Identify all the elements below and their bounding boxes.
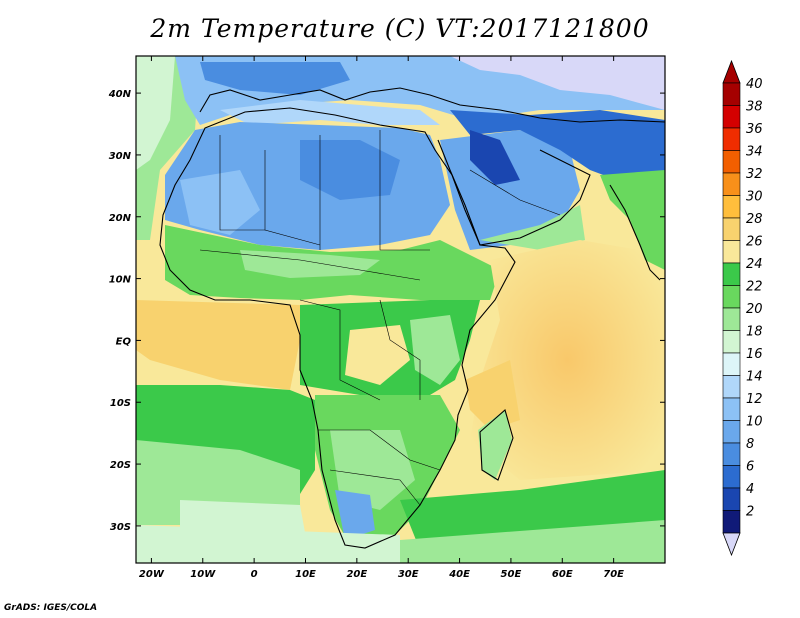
lat-tick-label: 10S: [110, 398, 131, 409]
lat-tick-label: 20S: [110, 460, 131, 471]
colorbar-swatch: [722, 307, 741, 331]
lon-tick-label: 10W: [190, 569, 216, 580]
sahel-light: [240, 250, 380, 278]
colorbar-swatch: [722, 465, 741, 489]
lat-tick-label: EQ: [116, 336, 132, 347]
india-coastline: [609, 184, 661, 281]
colorbar-label: 14: [746, 370, 763, 385]
colorbar-swatch: [722, 105, 741, 129]
colorbar-label: 16: [746, 347, 763, 362]
colorbar-swatch: [722, 172, 741, 196]
madagascar: [478, 410, 512, 480]
colorbar-swatch: [722, 375, 741, 399]
gulf-of-guinea: [136, 300, 300, 390]
colorbar-swatch: [722, 397, 741, 421]
colorbar-label: 26: [746, 235, 763, 250]
sahara-cold-core: [300, 140, 400, 200]
lat-tick-label: 40N: [108, 89, 132, 100]
eastern-europe-freezing: [450, 56, 665, 110]
madagascar-coastline: [479, 409, 514, 481]
lon-tick-label: 30E: [398, 569, 419, 580]
colorbar-swatch: [722, 420, 741, 444]
colorbar-swatch: [722, 510, 741, 534]
colorbar-label: 12: [746, 392, 763, 407]
lat-tick-label: 20N: [109, 213, 132, 224]
lon-tick-label: 20E: [346, 569, 367, 580]
colorbar-swatch: [722, 352, 741, 376]
map-title: 2m Temperature (C) VT:2017121800: [150, 14, 650, 43]
border-line: [219, 135, 265, 231]
colorbar-label: 20: [746, 302, 763, 317]
border-line: [264, 150, 321, 246]
iran-cold-spots: [470, 130, 520, 185]
colorbar-swatch: [722, 442, 741, 466]
border-line: [469, 169, 561, 216]
lon-tick-label: 70E: [603, 569, 624, 580]
north-atlantic-cool: [136, 56, 175, 170]
colorbar-label: 18: [746, 325, 763, 340]
border-line: [329, 469, 421, 506]
colorbar-label: 36: [746, 122, 763, 137]
colorbar-under-arrow: [722, 532, 741, 557]
lon-tick-label: 40E: [448, 569, 470, 580]
colorbar-label: 30: [746, 190, 763, 205]
iran-field: [450, 110, 665, 185]
southern-tip-cool: [136, 525, 400, 563]
lat-tick-label: 30N: [109, 151, 132, 162]
cape-cool: [335, 490, 375, 540]
europe-cold: [200, 62, 350, 95]
colorbar-label: 34: [746, 145, 763, 160]
colorbar-label: 40: [746, 77, 763, 92]
lat-tick-label: 10N: [109, 275, 132, 286]
colorbar-swatch: [722, 127, 741, 151]
plot-frame: [135, 55, 666, 564]
axis-ticks: 20W 10W 0 10E 20E 30E 40E 50E 60E 70E 40N 30N 20N 10N…: [108, 56, 665, 580]
colorbar-over-arrow: [722, 59, 741, 84]
colorbar-label: 8: [746, 437, 754, 452]
border-line: [379, 299, 421, 400]
border-line: [318, 429, 441, 471]
colorbar-swatch: [722, 262, 741, 286]
colorbar-label: 28: [746, 212, 763, 227]
kalahari-field: [330, 430, 415, 510]
colorbar-swatch: [722, 195, 741, 219]
colorbar-label: 32: [746, 167, 763, 182]
colorbar: 40 38 36 34 32 30 28 26 24 22 20 18 16 14 12 10 8 6 4 2: [722, 59, 763, 557]
border-line: [379, 130, 430, 251]
colorbar-label: 10: [746, 415, 763, 430]
temperature-field: [136, 56, 665, 563]
southern-ocean-light: [400, 520, 665, 563]
europe-coastline: [199, 87, 665, 123]
lon-tick-label: 20W: [139, 569, 165, 580]
credit-label: GrADS: IGES/COLA: [4, 603, 98, 613]
mediterranean-sea: [220, 100, 440, 125]
lat-tick-label: 30S: [110, 522, 131, 533]
congo-warm: [345, 325, 410, 385]
colorbar-swatch: [722, 82, 741, 106]
colorbar-label: 6: [746, 460, 754, 475]
colorbar-swatch: [722, 330, 741, 354]
arabia-coastline: [437, 139, 591, 246]
east-africa-highlands: [410, 315, 460, 385]
colorbar-swatch: [722, 285, 741, 309]
colorbar-label: 24: [746, 257, 763, 272]
border-line: [299, 299, 381, 401]
colorbar-swatch: [722, 150, 741, 174]
colorbar-label: 38: [746, 100, 763, 115]
border-line: [199, 249, 421, 281]
colorbar-label: 22: [746, 280, 763, 295]
colorbar-swatch: [722, 240, 741, 264]
colorbar-swatch: [722, 487, 741, 511]
colorbar-label: 4: [746, 482, 754, 497]
colorbar-label: 2: [746, 505, 754, 520]
country-borders: [199, 130, 561, 506]
lon-tick-label: 50E: [501, 569, 522, 580]
arabia-warm-coast: [480, 205, 585, 250]
lon-tick-label: 10E: [295, 569, 316, 580]
lon-tick-label: 60E: [552, 569, 573, 580]
lon-tick-label: 0: [251, 569, 258, 580]
colorbar-swatch: [722, 217, 741, 241]
